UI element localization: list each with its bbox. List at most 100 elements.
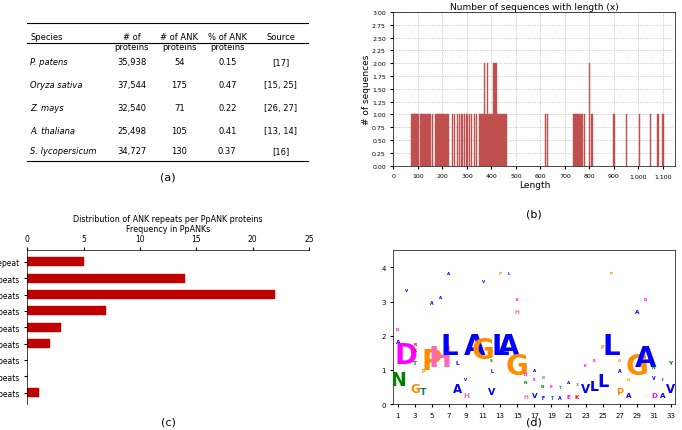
- Text: E: E: [593, 358, 595, 362]
- Text: E: E: [533, 377, 536, 381]
- Bar: [417, 115, 418, 166]
- Text: H: H: [463, 392, 469, 398]
- Text: L: L: [602, 332, 620, 360]
- Bar: [479, 115, 480, 166]
- Text: A: A: [396, 339, 400, 344]
- Text: V: V: [481, 280, 485, 284]
- Text: E: E: [584, 363, 587, 368]
- Text: A: A: [659, 392, 665, 398]
- Text: Source: Source: [266, 33, 295, 42]
- Bar: [442, 115, 443, 166]
- Text: V: V: [531, 392, 537, 398]
- Text: L: L: [490, 368, 493, 373]
- Text: A: A: [498, 332, 520, 360]
- Text: A: A: [447, 271, 451, 275]
- Text: 34,727: 34,727: [117, 147, 146, 156]
- Bar: [485, 115, 486, 166]
- Title: Number of sequences with length (x): Number of sequences with length (x): [450, 3, 619, 12]
- Bar: [503, 115, 504, 166]
- Text: P: P: [601, 344, 604, 350]
- Bar: [428, 115, 430, 166]
- Text: G: G: [472, 337, 494, 365]
- Title: Distribution of ANK repeats per PpANK proteins
Frequency in PpANKs: Distribution of ANK repeats per PpANK pr…: [74, 214, 263, 233]
- Text: 37,544: 37,544: [117, 80, 146, 89]
- Bar: [418, 115, 419, 166]
- Bar: [430, 115, 431, 166]
- Bar: [27, 258, 84, 267]
- Bar: [481, 115, 482, 166]
- Text: 130: 130: [171, 147, 188, 156]
- Bar: [27, 274, 185, 283]
- Text: F: F: [542, 396, 544, 401]
- Bar: [445, 115, 447, 166]
- Text: 71: 71: [174, 104, 185, 113]
- Text: A: A: [453, 382, 462, 395]
- Bar: [27, 290, 275, 299]
- Bar: [584, 115, 585, 166]
- Bar: [420, 115, 421, 166]
- Text: T: T: [559, 386, 561, 390]
- Text: P: P: [617, 387, 623, 396]
- Text: H: H: [515, 309, 520, 314]
- Text: N: N: [541, 384, 545, 388]
- Text: (a): (a): [160, 172, 176, 182]
- Text: V: V: [666, 382, 675, 395]
- Text: 0.15: 0.15: [218, 58, 237, 67]
- Text: [15, 25]: [15, 25]: [265, 80, 297, 89]
- Text: A: A: [634, 309, 639, 314]
- Bar: [501, 115, 502, 166]
- Text: A. thaliana: A. thaliana: [30, 126, 75, 135]
- Text: 54: 54: [174, 58, 185, 67]
- Text: (d): (d): [527, 417, 542, 427]
- Bar: [650, 115, 651, 166]
- Text: A: A: [567, 381, 570, 384]
- Bar: [451, 115, 453, 166]
- Bar: [437, 115, 439, 166]
- Bar: [454, 115, 456, 166]
- Bar: [488, 115, 490, 166]
- Bar: [573, 115, 574, 166]
- Bar: [579, 115, 580, 166]
- Bar: [443, 115, 444, 166]
- Bar: [576, 115, 578, 166]
- Text: E: E: [550, 384, 553, 388]
- Text: Species: Species: [30, 33, 63, 42]
- Bar: [27, 388, 39, 397]
- Bar: [497, 115, 499, 166]
- Text: V: V: [464, 377, 468, 381]
- Text: P: P: [610, 271, 612, 275]
- Bar: [493, 64, 494, 166]
- Text: V: V: [404, 289, 408, 292]
- Bar: [486, 115, 487, 166]
- Text: L: L: [597, 372, 608, 390]
- Text: R: R: [413, 343, 417, 347]
- Text: # of
proteins: # of proteins: [115, 33, 149, 52]
- Bar: [27, 339, 50, 348]
- Text: D: D: [395, 341, 418, 369]
- Text: T: T: [413, 360, 417, 365]
- Text: 0.37: 0.37: [218, 147, 237, 156]
- Text: Z. mays: Z. mays: [30, 104, 63, 113]
- Text: K: K: [413, 348, 417, 352]
- Text: E: E: [567, 394, 570, 399]
- Bar: [657, 115, 659, 166]
- Text: P. patens: P. patens: [30, 58, 68, 67]
- X-axis label: Length: Length: [518, 180, 550, 189]
- Bar: [484, 64, 485, 166]
- Bar: [474, 115, 475, 166]
- Bar: [422, 115, 424, 166]
- Bar: [480, 115, 481, 166]
- Bar: [505, 115, 507, 166]
- Bar: [494, 64, 496, 166]
- Text: A: A: [430, 300, 434, 305]
- Text: S. lycopersicum: S. lycopersicum: [30, 147, 97, 156]
- Text: A: A: [618, 368, 621, 373]
- Bar: [425, 115, 426, 166]
- Text: P: P: [499, 271, 502, 275]
- Text: A: A: [533, 369, 536, 372]
- Text: N: N: [390, 370, 406, 389]
- Text: [26, 27]: [26, 27]: [264, 104, 297, 113]
- Bar: [499, 115, 501, 166]
- Text: A: A: [558, 396, 562, 401]
- Text: A: A: [634, 344, 656, 372]
